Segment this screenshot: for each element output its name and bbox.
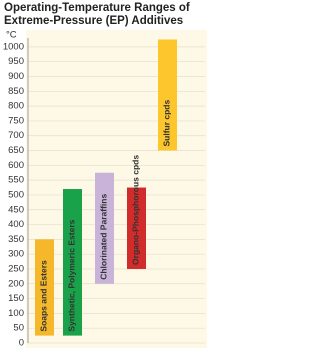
range-bar	[127, 187, 146, 269]
y-tick-label: 900	[8, 71, 24, 82]
y-tick-label: 600	[8, 160, 24, 171]
y-tick-label: 750	[8, 115, 24, 126]
y-tick-label: 700	[8, 130, 24, 141]
y-tick-label: 1000	[3, 41, 24, 52]
range-bar	[95, 172, 114, 284]
bar-label: Synthetic, Polymeric Esters	[67, 219, 77, 331]
y-tick-label: 150	[8, 293, 24, 304]
bar-label: Soaps and Esters	[39, 260, 49, 332]
y-tick-label: 250	[8, 263, 24, 274]
y-tick-label: 850	[8, 86, 24, 97]
y-tick-label: 400	[8, 219, 24, 230]
y-tick-label: 350	[8, 234, 24, 245]
bar-label: Sulfur cpds	[162, 99, 172, 146]
y-tick-label: 0	[19, 338, 24, 349]
range-bar	[35, 239, 54, 336]
y-tick-label: 500	[8, 189, 24, 200]
y-tick-label: 450	[8, 204, 24, 215]
y-tick-label: 550	[8, 175, 24, 186]
y-tick-label: 300	[8, 249, 24, 260]
range-bar	[158, 39, 177, 151]
bar-label: Organo-Phosphorous cpds	[131, 155, 141, 265]
chart: °C 0 50 100 150 200 250 300 350 400 450 500 550 600 6…	[3, 30, 207, 349]
y-tick-label: 650	[8, 145, 24, 156]
bar-label: Chlorinated Paraffins	[99, 194, 109, 280]
range-bar	[63, 189, 82, 336]
chart-title: Operating-Temperature Ranges of Extreme-…	[4, 2, 190, 27]
y-tick-label: 950	[8, 56, 24, 67]
y-axis-label: °C	[6, 30, 17, 41]
page: {"chart_data": {"type": "range-bar", "ti…	[2, 2, 207, 349]
y-tick-label: 100	[8, 308, 24, 319]
y-tick-label: 200	[8, 278, 24, 289]
y-tick-label: 50	[13, 323, 24, 334]
y-tick-label: 800	[8, 101, 24, 112]
